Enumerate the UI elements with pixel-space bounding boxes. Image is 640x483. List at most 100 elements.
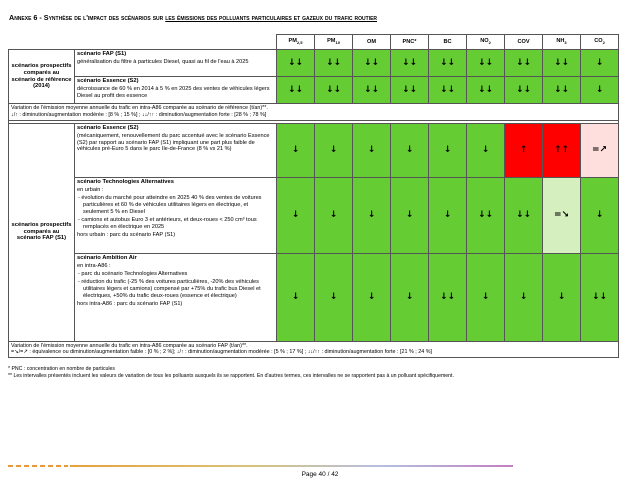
legend-line: Variation de l'émission moyenne annuelle…	[11, 342, 248, 349]
impact-cell: ↓	[466, 252, 505, 342]
description-bullet: - réduction du trafic (-25 % des voiture…	[78, 279, 261, 300]
bullet-text: parc du scénario Technologies Alternativ…	[81, 271, 188, 278]
column-sub: 10	[335, 39, 340, 45]
column-sub: 2	[602, 39, 605, 45]
column-header: PM2,5	[276, 34, 315, 50]
title-prefix: Annexe 6 - Synthèse de l'impact des scén…	[9, 13, 166, 22]
scenario-description: scénario Essence (S2) (mécaniquement, ren…	[74, 122, 277, 178]
legend-line: ↓/↑ : diminution/augmentation modérée : …	[11, 111, 267, 118]
column-name: CO	[594, 37, 603, 44]
scenario-row: scénario Essence (S2) décroissance de 60 …	[9, 76, 619, 104]
scenario-name: scénario Essence (S2)	[77, 78, 139, 84]
impact-cell: ↓	[314, 122, 353, 178]
impact-cell: ↓↓	[580, 252, 619, 342]
column-name: NO	[480, 37, 489, 44]
footnote: * PNC : concentration en nombre de parti…	[8, 366, 115, 372]
column-sub: 2,5	[296, 39, 303, 45]
footnotes: * PNC : concentration en nombre de parti…	[8, 366, 454, 380]
scenario-name: scénario Essence (S2)	[77, 124, 139, 131]
scenario-name: scénario Ambition Air	[77, 254, 137, 261]
scenario-row: scénarios prospectifs comparés au scénar…	[8, 122, 619, 342]
column-name: NH	[556, 37, 565, 44]
scenario-description: scénario Essence (S2) décroissance de 60 …	[74, 76, 277, 104]
scenario-name: scénario Technologies Alternatives	[77, 178, 174, 185]
impact-cell: ↓↓	[352, 49, 391, 77]
impact-cell: ↓↓	[428, 252, 467, 342]
column-name: BC	[443, 38, 452, 45]
impact-cell: ↓↓	[466, 76, 505, 104]
impact-cell: ↓↓	[466, 176, 505, 254]
legend-row: Variation de l'émission moyenne annuelle…	[8, 340, 619, 359]
column-name: PNC*	[402, 38, 417, 45]
impact-cell: ↓	[580, 176, 619, 254]
description-line: hors intra-A86 : parc du scénario FAP (S…	[77, 301, 183, 308]
bullet-text: camions et autobus Euro 3 et antérieurs,…	[81, 217, 257, 230]
impact-cell: ↓	[390, 252, 429, 342]
impact-cell: ↓	[580, 76, 619, 104]
scenario-row: scénario Ambition Air en intra-A86 : - par…	[9, 252, 619, 342]
column-header: PNC*	[390, 34, 429, 50]
impact-cell: ↓	[390, 176, 429, 254]
impact-cell: ↓↓	[390, 49, 429, 77]
legend-line: Variation de l'émission moyenne annuelle…	[11, 105, 268, 111]
column-header: OM	[352, 34, 391, 50]
impact-cell: ↓↓	[542, 76, 581, 104]
impact-cell: ↓↓	[276, 49, 315, 77]
title: Annexe 6 - Synthèse de l'impact des scén…	[9, 13, 377, 22]
column-sub: 3	[564, 39, 567, 45]
impact-cell: ↓↓	[314, 49, 353, 77]
title-underlined: les émissions des polluants particulaire…	[165, 13, 378, 22]
impact-cell: ↓	[542, 252, 581, 342]
column-header: COV	[504, 34, 543, 50]
column-header: NH3	[542, 34, 581, 50]
column-name: PM	[327, 37, 336, 44]
header-row: PM2,5 PM10 OM PNC* BC NO2 COV NH3 CO2	[9, 34, 619, 50]
impact-cell: ↓↓	[428, 76, 467, 104]
impact-cell: ↓↓	[428, 49, 467, 77]
group-label: scénarios prospectifs comparés au scénar…	[8, 49, 75, 104]
scenario-row: scénario Technologies Alternatives en urb…	[9, 176, 619, 254]
legend-row: Variation de l'émission moyenne annuelle…	[8, 103, 619, 121]
impact-cell: ↑↑	[542, 122, 581, 178]
impact-cell: =↘	[542, 176, 581, 254]
description-bullet: - parc du scénario Technologies Alternat…	[78, 271, 188, 278]
column-header: NO2	[466, 34, 505, 50]
footer-bar	[8, 465, 513, 467]
impact-cell: ↓	[428, 176, 467, 254]
legend: Variation de l'émission moyenne annuelle…	[8, 103, 619, 121]
description-line: hors urbain : parc du scénario FAP (S1)	[77, 232, 176, 239]
column-name: PM	[288, 37, 297, 44]
impact-cell: ↓↓	[390, 76, 429, 104]
column-name: COV	[517, 38, 530, 45]
impact-cell: ↓	[352, 176, 391, 254]
impact-cell: ↓	[352, 122, 391, 178]
impact-cell: ↓	[276, 122, 315, 178]
scenario-row: scénarios prospectifs comparés au scénar…	[8, 49, 619, 104]
impact-cell: ↓	[314, 252, 353, 342]
scenario-name: scénario FAP (S1)	[77, 51, 127, 57]
impact-cell: =↗	[580, 122, 619, 178]
column-header: BC	[428, 34, 467, 50]
bullet-text: évolution du marché pour atteindre en 20…	[81, 195, 262, 215]
impact-cell: ↓↓	[352, 76, 391, 104]
description-bullet: - évolution du marché pour atteindre en …	[78, 195, 262, 215]
impact-cell: ↓	[276, 176, 315, 254]
description-line: décroissance de 60 % en 2014 à 5 % en 20…	[77, 86, 270, 100]
column-header: CO2	[580, 34, 619, 50]
description-line: (mécaniquement, renouvellement du parc a…	[77, 132, 270, 153]
impact-cell: ↓	[390, 122, 429, 178]
page-number: Page 40 / 42	[301, 471, 339, 478]
column-header: PM10	[314, 34, 353, 50]
group-label: scénarios prospectifs comparés au scénar…	[8, 122, 75, 342]
legend-line: =↘/=↗ : équivalence ou diminution/augmen…	[11, 349, 433, 356]
impact-cell: ↓	[314, 176, 353, 254]
header-blank	[9, 35, 277, 50]
impact-cell: ↓↓	[314, 76, 353, 104]
description-bullet: - camions et autobus Euro 3 et antérieur…	[78, 217, 257, 230]
impact-cell: ↓↓	[504, 49, 543, 77]
description-line: en urbain :	[77, 186, 104, 193]
impact-cell: ↓	[504, 252, 543, 342]
impact-cell: ↓↓	[542, 49, 581, 77]
impact-cell: ↓	[428, 122, 467, 178]
description-line: généralisation du filtre à particules Di…	[77, 59, 249, 66]
